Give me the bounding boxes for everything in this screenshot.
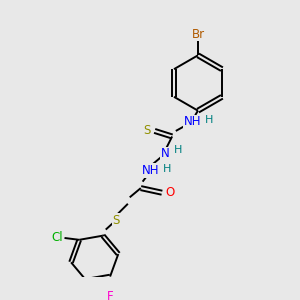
Text: H: H xyxy=(173,145,182,155)
Text: H: H xyxy=(163,164,172,174)
Text: F: F xyxy=(107,290,113,300)
Text: NH: NH xyxy=(142,164,160,177)
Text: S: S xyxy=(112,214,120,227)
Text: Br: Br xyxy=(191,28,205,40)
Text: S: S xyxy=(143,124,151,137)
Text: H: H xyxy=(205,115,213,125)
Text: N: N xyxy=(160,148,169,160)
Text: Cl: Cl xyxy=(51,232,63,244)
Text: O: O xyxy=(166,186,175,199)
Text: NH: NH xyxy=(184,115,201,128)
